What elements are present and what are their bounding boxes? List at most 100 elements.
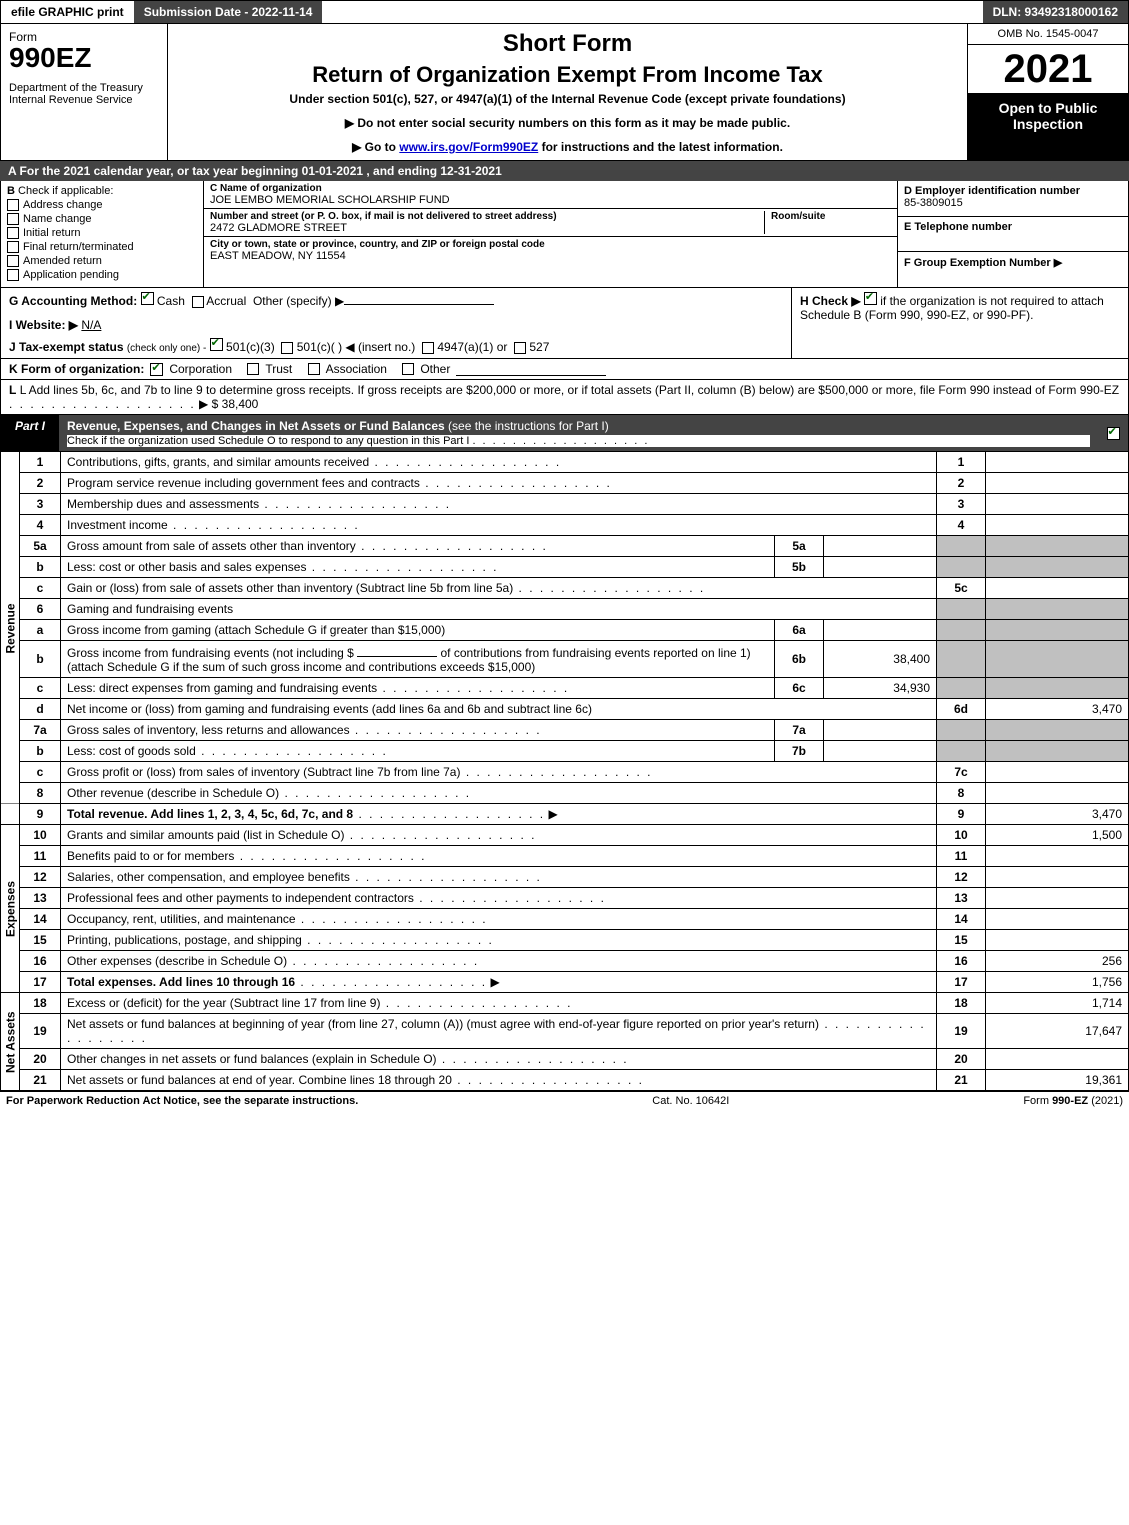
line-innum: 7b (775, 741, 824, 762)
line-7b: b Less: cost of goods sold 7b (1, 741, 1129, 762)
gh-row: G Accounting Method: Cash Accrual Other … (0, 288, 1129, 359)
line-rn: 18 (937, 993, 986, 1014)
line-20: 20 Other changes in net assets or fund b… (1, 1049, 1129, 1070)
d-label: D Employer identification number (904, 185, 1122, 197)
part1-header: Part I Revenue, Expenses, and Changes in… (0, 415, 1129, 452)
line-desc: Program service revenue including govern… (67, 476, 420, 490)
line-inval: 38,400 (824, 641, 937, 678)
dots (9, 397, 196, 411)
line-4: 4 Investment income 4 (1, 515, 1129, 536)
line-17: 17 Total expenses. Add lines 10 through … (1, 972, 1129, 993)
instr-post: for instructions and the latest informat… (538, 140, 783, 154)
line-num: 7a (20, 720, 61, 741)
line-desc: Other revenue (describe in Schedule O) (67, 786, 279, 800)
form-number: 990EZ (9, 44, 159, 72)
line-desc: Gain or (loss) from sale of assets other… (67, 581, 513, 595)
line-1: Revenue 1 Contributions, gifts, grants, … (1, 452, 1129, 473)
footer-right: Form 990-EZ (2021) (1023, 1095, 1123, 1107)
cb-final-return[interactable]: Final return/terminated (7, 241, 197, 253)
line-desc: Gross income from gaming (attach Schedul… (67, 623, 445, 637)
line-innum: 6a (775, 620, 824, 641)
cb-label: Final return/terminated (23, 241, 134, 253)
line-num: 19 (20, 1014, 61, 1049)
line-num: b (20, 641, 61, 678)
fill (357, 644, 437, 657)
checkbox-icon (402, 363, 414, 375)
line-val: 19,361 (986, 1070, 1129, 1091)
line-num: c (20, 762, 61, 783)
dots (452, 1073, 644, 1087)
line-num: c (20, 678, 61, 699)
section-h: H Check ▶ if the organization is not req… (791, 288, 1128, 358)
footer-right-bold: 990-EZ (1052, 1095, 1088, 1107)
checkbox-checked-icon (210, 338, 223, 351)
line-desc: Gross sales of inventory, less returns a… (67, 723, 350, 737)
cb-address-change[interactable]: Address change (7, 199, 197, 211)
line-val (986, 578, 1129, 599)
line-13: 13 Professional fees and other payments … (1, 888, 1129, 909)
dots (279, 786, 471, 800)
footer: For Paperwork Reduction Act Notice, see … (0, 1091, 1129, 1110)
line-num: 9 (20, 804, 61, 825)
section-c: C Name of organization JOE LEMBO MEMORIA… (204, 181, 897, 287)
info-block: B Check if applicable: Address change Na… (0, 181, 1129, 288)
city-label: City or town, state or province, country… (210, 239, 887, 250)
line-num: 10 (20, 825, 61, 846)
line-rn: 11 (937, 846, 986, 867)
b-text: Check if applicable: (18, 185, 113, 197)
cb-initial-return[interactable]: Initial return (7, 227, 197, 239)
form-header: Form 990EZ Department of the Treasury In… (0, 24, 1129, 161)
section-f: F Group Exemption Number ▶ (898, 252, 1128, 287)
line-desc: Benefits paid to or for members (67, 849, 234, 863)
line-rn: 13 (937, 888, 986, 909)
part1-subtext: Check if the organization used Schedule … (67, 435, 1090, 447)
shaded (986, 599, 1129, 620)
j-4947: 4947(a)(1) or (437, 340, 507, 354)
sidebar-revenue: Revenue (1, 452, 20, 804)
website: N/A (81, 318, 101, 332)
line-inval: 34,930 (824, 678, 937, 699)
part1-subtext-text: Check if the organization used Schedule … (67, 435, 469, 447)
l-text: L Add lines 5b, 6c, and 7b to line 9 to … (20, 383, 1119, 397)
checkbox-icon (7, 241, 19, 253)
line-8: 8 Other revenue (describe in Schedule O)… (1, 783, 1129, 804)
line-rn: 7c (937, 762, 986, 783)
line-val: 3,470 (986, 699, 1129, 720)
line-desc: Other changes in net assets or fund bala… (67, 1052, 437, 1066)
part1-title: Revenue, Expenses, and Changes in Net As… (67, 419, 445, 433)
l-arrow: ▶ $ (199, 397, 218, 411)
line-desc: Professional fees and other payments to … (67, 891, 414, 905)
cb-amended-return[interactable]: Amended return (7, 255, 197, 267)
shaded (937, 741, 986, 762)
cb-application-pending[interactable]: Application pending (7, 269, 197, 281)
dots (380, 996, 572, 1010)
line-innum: 5b (775, 557, 824, 578)
line-val: 17,647 (986, 1014, 1129, 1049)
checkbox-icon (192, 296, 204, 308)
line-val: 1,714 (986, 993, 1129, 1014)
line-inval (824, 536, 937, 557)
street-label: Number and street (or P. O. box, if mail… (210, 211, 760, 222)
line-16: 16 Other expenses (describe in Schedule … (1, 951, 1129, 972)
j-small: (check only one) - (127, 343, 206, 354)
line-14: 14 Occupancy, rent, utilities, and maint… (1, 909, 1129, 930)
cb-name-change[interactable]: Name change (7, 213, 197, 225)
line-rn: 9 (937, 804, 986, 825)
dots (350, 723, 542, 737)
line-num: 16 (20, 951, 61, 972)
line-num: 5a (20, 536, 61, 557)
line-val (986, 494, 1129, 515)
shaded (986, 620, 1129, 641)
dots (259, 497, 451, 511)
line-num: 11 (20, 846, 61, 867)
line-6d: d Net income or (loss) from gaming and f… (1, 699, 1129, 720)
g-label: G Accounting Method: (9, 294, 137, 308)
line-desc: Total expenses. Add lines 10 through 16 (67, 975, 295, 989)
irs-link[interactable]: www.irs.gov/Form990EZ (399, 140, 538, 154)
line-desc: Salaries, other compensation, and employ… (67, 870, 350, 884)
dots (302, 933, 494, 947)
efile-tab[interactable]: efile GRAPHIC print (1, 1, 134, 23)
line-rn: 20 (937, 1049, 986, 1070)
subtitle: Under section 501(c), 527, or 4947(a)(1)… (178, 92, 957, 106)
line-desc: Less: cost of goods sold (67, 744, 196, 758)
